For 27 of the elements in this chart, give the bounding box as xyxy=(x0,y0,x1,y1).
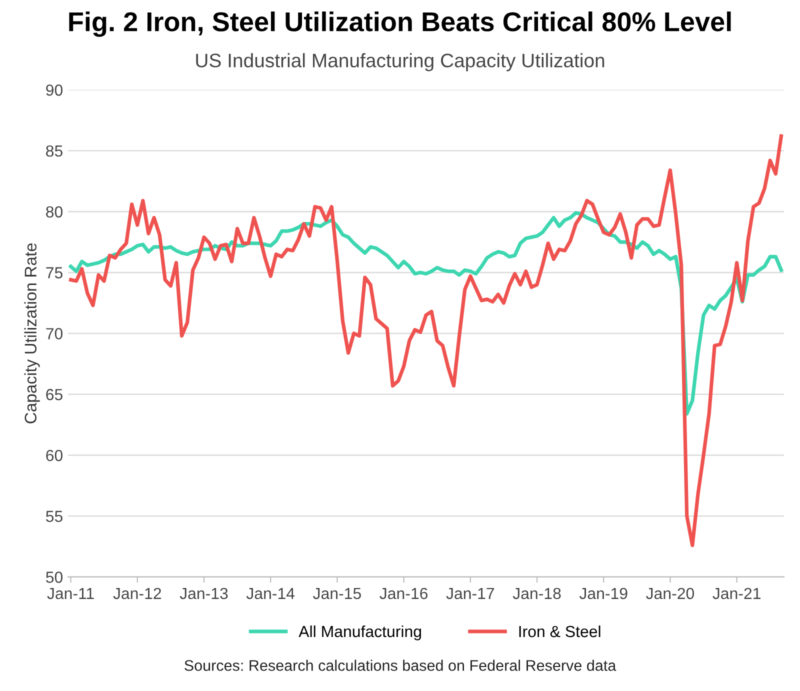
y-tick-label: 50 xyxy=(46,572,63,583)
x-tick-label: Jan-15 xyxy=(313,588,361,600)
legend-label: All Manufacturing xyxy=(298,625,421,640)
x-tick-label: Jan-16 xyxy=(380,588,428,600)
y-tick-label: 65 xyxy=(46,388,62,400)
line-series xyxy=(68,134,784,548)
x-tick-label: Jan-21 xyxy=(712,588,760,600)
y-tick-label: 75 xyxy=(46,267,62,278)
x-tick-label: Jan-12 xyxy=(113,588,161,600)
y-tick-label: 60 xyxy=(46,450,63,462)
y-tick-label: 70 xyxy=(46,328,63,340)
legend-label: Iron & Steel xyxy=(519,625,600,638)
x-tick-label: Jan-18 xyxy=(512,588,561,600)
x-tick-label: Jan-13 xyxy=(180,588,228,600)
y-tick-label: 85 xyxy=(46,145,62,157)
x-tick-label: Jan-20 xyxy=(646,588,694,600)
source-note: Sources: Research calculations based on Federal Reserve data xyxy=(184,660,616,671)
x-tick-label: Jan-14 xyxy=(246,588,295,600)
y-tick-label: 90 xyxy=(46,84,63,96)
chart-subtitle: US Industrial Manufacturing Capacity Utilization xyxy=(196,53,604,72)
x-tick-label: Jan-11 xyxy=(47,588,94,600)
x-tick-label: Jan-19 xyxy=(579,588,628,600)
chart-title: Fig. 2 Iron, Steel Utilization Beats Critical 80% Level xyxy=(69,12,731,37)
y-tick-label: 80 xyxy=(46,206,63,218)
x-tick-label: Jan-17 xyxy=(446,588,494,600)
y-axis-title: Capacity Utilization Rate xyxy=(24,243,40,424)
y-tick-label: 55 xyxy=(46,510,62,522)
